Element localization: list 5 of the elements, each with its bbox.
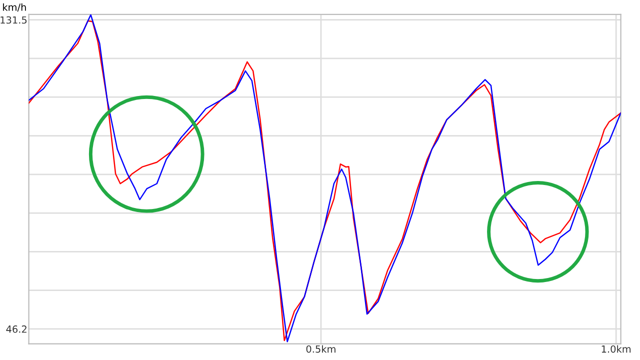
- y-axis-title: km/h: [3, 3, 26, 12]
- y-tick-label: 131.5: [0, 16, 27, 24]
- y-tick-label: 46.2: [6, 325, 26, 333]
- x-tick-label: 0.5km: [306, 345, 336, 353]
- x-tick-label: 1.0km: [602, 345, 631, 353]
